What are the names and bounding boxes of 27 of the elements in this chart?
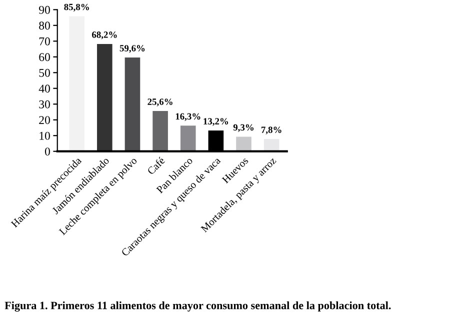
y-tick-label: 90 — [39, 6, 50, 14]
y-tick-label: 50 — [39, 68, 50, 77]
y-tick-label: 20 — [39, 116, 50, 124]
y-tick-label: 40 — [38, 84, 50, 93]
y-tick-label: 60 — [39, 53, 50, 62]
bar — [180, 126, 196, 152]
bar — [264, 139, 280, 152]
data-label: 59,6% — [120, 45, 145, 53]
data-label: 25,6% — [148, 98, 172, 106]
x-tick-label: Café — [146, 156, 166, 175]
bar — [69, 16, 84, 152]
y-tick-label: 0 — [44, 148, 50, 156]
bar — [97, 44, 112, 152]
text: Figura 1. Primeros 11 alimentos de mayor consumo semanal de la poblacion total. — [4, 301, 391, 312]
y-tick-label: 80 — [39, 22, 50, 30]
data-label: 13,2% — [204, 118, 228, 126]
data-label: 9,3% — [233, 124, 254, 132]
bar — [124, 58, 140, 152]
data-label: 68,2% — [92, 32, 117, 40]
data-label: 16,3% — [176, 113, 200, 121]
data-label: 85,8% — [64, 4, 89, 12]
data-label: 7,8% — [261, 126, 282, 134]
y-tick-label: 70 — [39, 37, 50, 46]
y-tick-label: 10 — [40, 132, 50, 140]
bar — [236, 136, 252, 152]
y-tick-label: 30 — [39, 100, 50, 108]
bar — [152, 111, 168, 152]
